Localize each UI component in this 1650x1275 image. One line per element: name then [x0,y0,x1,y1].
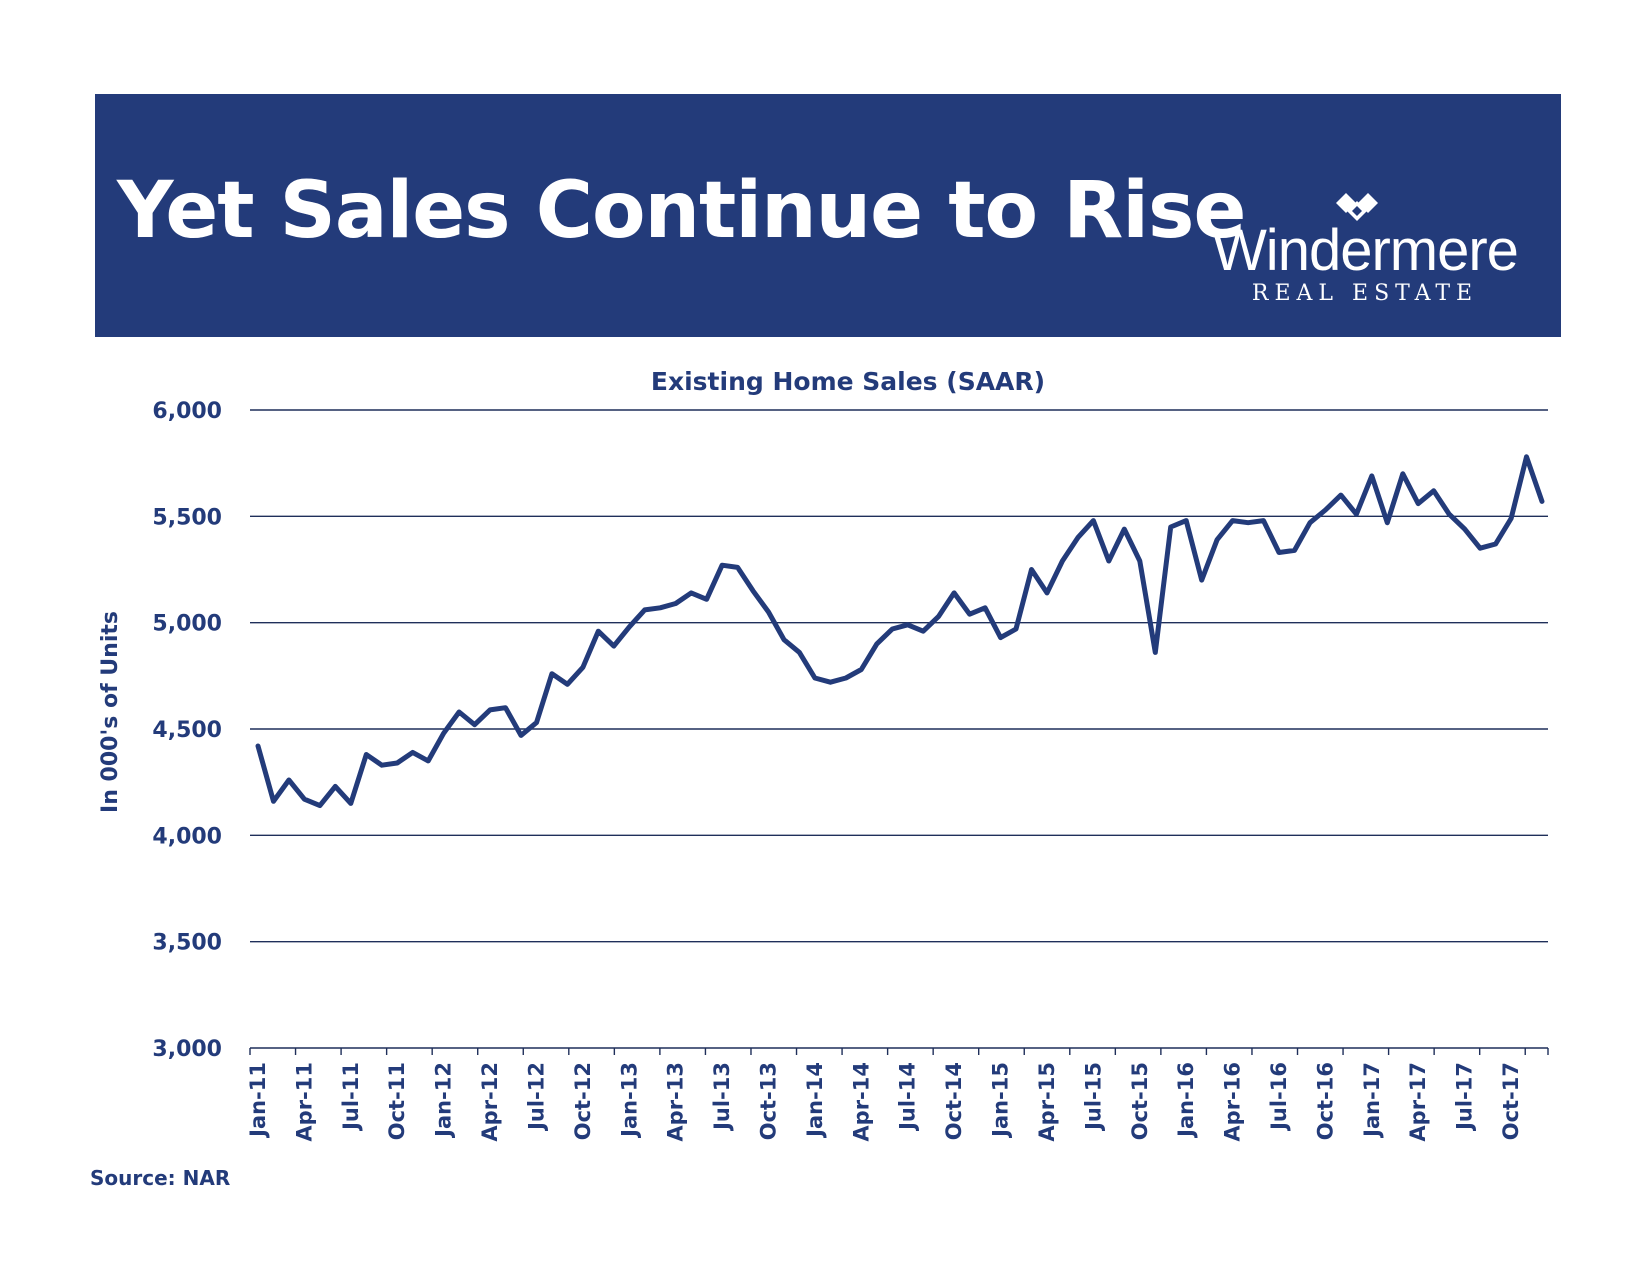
x-tick-label: Jan-17 [1360,1062,1384,1139]
page-title: Yet Sales Continue to Rise [117,166,1246,256]
x-tick-label: Oct-11 [385,1062,409,1140]
x-axis: Jan-11 Apr-11 Jul-11 Oct-11 Jan-12 Apr-12 Jul-… [246,1047,1549,1142]
x-tick-label: Oct-13 [757,1062,781,1140]
y-tick-label: 5,500 [152,505,222,530]
logo-subtitle: REAL ESTATE [1251,281,1479,306]
x-tick-label: Jan-11 [246,1062,270,1139]
y-tick-label: 3,500 [152,931,222,956]
x-tick-label: Apr-11 [292,1062,316,1142]
title-banner: Yet Sales Continue to Rise Windermere RE… [95,94,1561,337]
y-tick-label: 5,000 [152,612,222,637]
y-tick-label: 4,000 [152,824,222,849]
x-tick-label: Oct-15 [1128,1062,1152,1140]
x-tick-label: Oct-12 [571,1062,595,1140]
source-note: Source: NAR [90,1166,231,1190]
x-tick-label: Jan-16 [1174,1062,1198,1139]
x-tick-label: Oct-17 [1499,1062,1523,1140]
x-tick-label: Jul-15 [1081,1062,1105,1132]
y-tick-label: 4,500 [152,718,222,743]
grid-lines [250,409,1548,943]
x-tick-label: Apr-13 [664,1062,688,1142]
series-layer [255,454,1545,809]
x-tick-label: Jul-16 [1267,1062,1291,1132]
x-tick-label: Jan-13 [617,1062,641,1139]
series-line [255,454,1545,809]
x-tick-label: Jan-12 [432,1062,456,1139]
y-tick-label: 6,000 [152,399,222,424]
x-tick-label: Apr-15 [1035,1062,1059,1142]
windermere-logo: Windermere REAL ESTATE [1195,189,1535,309]
x-tick-label: Jul-14 [896,1062,920,1132]
x-tick-label: Oct-14 [942,1062,966,1140]
x-tick-label: Jan-14 [803,1062,827,1139]
windermere-diamond-logo-icon [1336,193,1378,221]
x-tick-label: Oct-16 [1313,1062,1337,1140]
y-axis-label: In 000's of Units [98,611,123,813]
y-axis-ticks: 3,000 3,500 4,000 4,500 5,000 5,500 6,000 [152,399,222,1062]
chart-title: Existing Home Sales (SAAR) [651,367,1045,396]
logo-name: Windermere [1212,218,1519,283]
x-tick-label: Apr-16 [1221,1062,1245,1142]
y-tick-label: 3,000 [152,1037,222,1062]
x-tick-label: Jul-12 [524,1062,548,1132]
x-tick-label: Apr-12 [478,1062,502,1142]
x-tick-label: Apr-17 [1406,1062,1430,1142]
x-tick-label: Jul-17 [1453,1062,1477,1132]
x-tick-label: Jul-11 [339,1062,363,1132]
x-tick-label: Jan-15 [989,1062,1013,1139]
x-tick-label: Apr-14 [849,1062,873,1142]
x-tick-label: Jul-13 [710,1062,734,1132]
